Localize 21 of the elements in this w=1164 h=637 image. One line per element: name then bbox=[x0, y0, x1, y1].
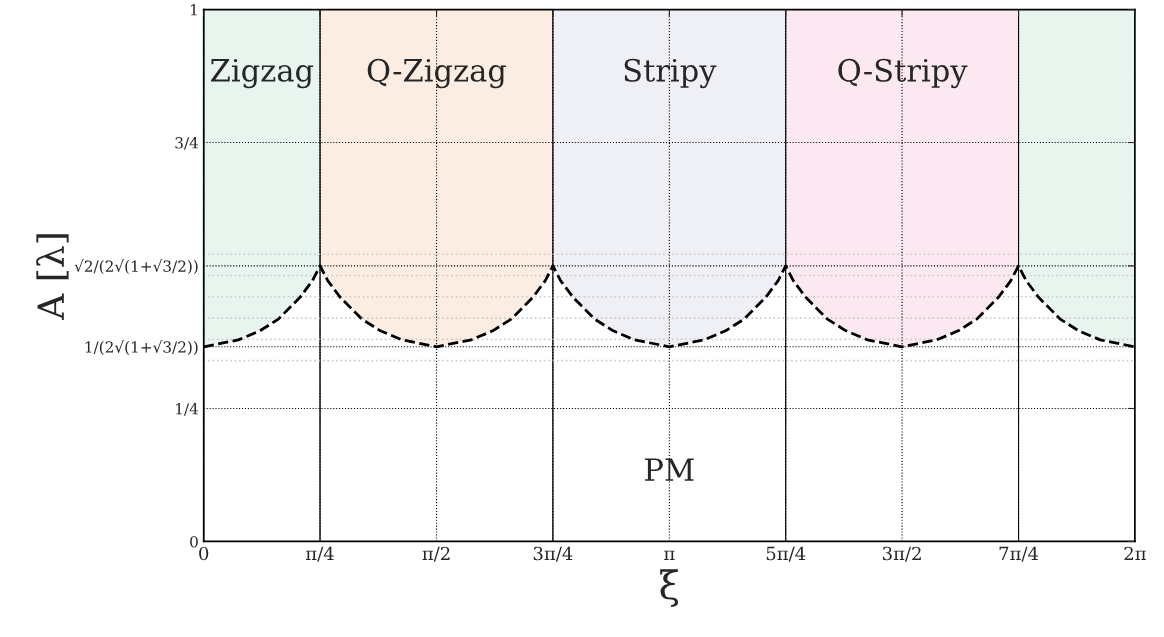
x-tick-label: 5π/4 bbox=[766, 546, 806, 562]
y-tick-label: 1 bbox=[190, 4, 197, 16]
x-tick-label: 3π/4 bbox=[533, 546, 573, 562]
y-tick-label: 0 bbox=[190, 535, 198, 548]
y-tick-label: √2/(2√(1+√3/2)) bbox=[74, 259, 198, 275]
band-label: Zigzag bbox=[211, 58, 314, 89]
band-label: Q-Stripy bbox=[838, 58, 968, 89]
x-tick-label: 2π bbox=[1124, 546, 1146, 561]
band-label: Stripy bbox=[624, 58, 717, 89]
x-tick-label: π/4 bbox=[305, 546, 334, 562]
y-axis-title: A [λ] bbox=[36, 234, 69, 321]
y-tick-label: 1/(2√(1+√3/2)) bbox=[85, 340, 198, 355]
y-tick-label: 1/4 bbox=[176, 402, 199, 416]
y-tick-label: 3/4 bbox=[175, 136, 199, 150]
annotation: PM bbox=[645, 458, 694, 481]
x-tick-label: π bbox=[664, 550, 675, 561]
x-tick-label: 7π/4 bbox=[999, 546, 1039, 562]
x-axis-title: ξ bbox=[660, 569, 679, 607]
band-label: Q-Zigzag bbox=[367, 58, 507, 89]
x-tick-label: π/2 bbox=[422, 546, 450, 562]
x-tick-label: 3π/2 bbox=[882, 546, 921, 562]
